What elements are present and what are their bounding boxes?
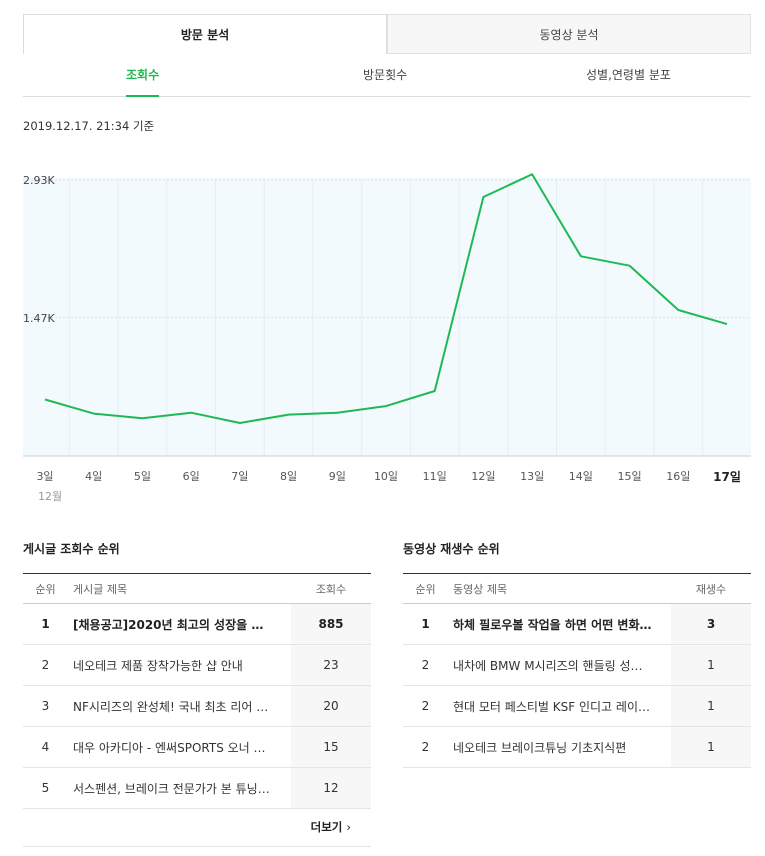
analysis-tabs: 방문 분석 동영상 분석 xyxy=(23,14,751,54)
row-title[interactable]: [채용공고]2020년 최고의 성장을 함께 할 인재를 찾습니다 xyxy=(73,617,291,632)
tab-visit-analysis[interactable]: 방문 분석 xyxy=(23,14,387,54)
row-title[interactable]: 현대 모터 페스티벌 KSF 인디고 레이싱팀 현장 xyxy=(453,699,671,714)
row-value: 1 xyxy=(671,727,751,767)
row-value: 20 xyxy=(291,686,371,726)
table-row[interactable]: 2 네오테크 제품 장착가능한 샵 안내 23 xyxy=(23,645,371,686)
row-title[interactable]: 하체 필로우볼 작업을 하면 어떤 변화가 있을까? xyxy=(453,617,671,632)
x-tick-label: 4일 xyxy=(85,470,103,483)
row-rank: 4 xyxy=(41,740,50,754)
header-rank: 순위 xyxy=(415,582,436,596)
subtab-views[interactable]: 조회수 xyxy=(126,56,160,97)
table-row[interactable]: 4 대우 아카디아 - 엔써SPORTS 오너 인터뷰 15 xyxy=(23,727,371,768)
views-series-line xyxy=(44,173,728,424)
post-ranking-section: 게시글 조회수 순위 순위 게시글 제목 조회수 1 [채용공고]2020년 최고… xyxy=(23,540,371,847)
data-timestamp: 2019.12.17. 21:34 기준 xyxy=(23,119,155,133)
metric-tabs: 조회수 방문횟수 성별,연령별 분포 xyxy=(23,56,751,97)
table-row[interactable]: 2 현대 모터 페스티벌 KSF 인디고 레이싱팀 현장 1 xyxy=(403,686,751,727)
x-tick-label: 13일 xyxy=(520,470,545,483)
x-tick-label: 5일 xyxy=(133,470,151,483)
x-tick-label: 9일 xyxy=(328,470,346,483)
row-rank: 3 xyxy=(41,699,50,713)
row-rank: 1 xyxy=(41,617,50,631)
x-tick-label: 7일 xyxy=(231,470,249,483)
x-tick-label: 12일 xyxy=(471,470,496,483)
video-ranking-title: 동영상 재생수 순위 xyxy=(403,542,500,556)
y-tick-label: 1.47K xyxy=(23,311,55,325)
row-title[interactable]: 대우 아카디아 - 엔써SPORTS 오너 인터뷰 xyxy=(73,740,287,755)
x-tick-label: 3일 xyxy=(36,470,54,483)
subtab-gender-age-distribution[interactable]: 성별,연령별 분포 xyxy=(586,68,671,82)
row-title[interactable]: 네오테크 브레이크튜닝 기초지식편 xyxy=(453,740,627,755)
header-rank: 순위 xyxy=(35,582,56,596)
row-value: 1 xyxy=(671,645,751,685)
row-rank: 2 xyxy=(421,740,430,754)
header-title: 게시글 제목 xyxy=(73,582,128,596)
table-row[interactable]: 1 [채용공고]2020년 최고의 성장을 함께 할 인재를 찾습니다885 xyxy=(23,604,371,645)
row-value: 1 xyxy=(671,686,751,726)
x-axis-month-label: 12월 xyxy=(38,490,63,503)
plot-area xyxy=(23,178,751,456)
more-label: 더보기 xyxy=(310,820,343,834)
video-ranking-table: 순위 동영상 제목 재생수 1 하체 필로우볼 작업을 하면 어떤 변화가 있을까… xyxy=(403,573,751,768)
x-tick-label: 11일 xyxy=(422,470,447,483)
row-value: 885 xyxy=(291,604,371,644)
row-rank: 2 xyxy=(41,658,50,672)
table-row[interactable]: 1 하체 필로우볼 작업을 하면 어떤 변화가 있을까? 3 xyxy=(403,604,751,645)
row-rank: 1 xyxy=(421,617,430,631)
header-plays: 재생수 xyxy=(695,582,727,596)
subtab-visit-count[interactable]: 방문횟수 xyxy=(363,68,408,82)
more-button[interactable]: 더보기 › xyxy=(311,819,351,835)
table-header: 순위 게시글 제목 조회수 xyxy=(23,574,371,604)
row-value: 3 xyxy=(671,604,751,644)
table-header: 순위 동영상 제목 재생수 xyxy=(403,574,751,604)
table-row[interactable]: 2 네오테크 브레이크튜닝 기초지식편 1 xyxy=(403,727,751,768)
x-tick-label: 17일 xyxy=(713,470,741,484)
x-tick-label: 10일 xyxy=(373,470,399,483)
tab-video-analysis[interactable]: 동영상 분석 xyxy=(387,14,751,54)
views-line-chart: 2.93K 1.47K 3일 4일 5일 6일 7일 8일 9일 10일 11일 12일 13일 14… xyxy=(0,160,765,510)
x-tick-label: 16일 xyxy=(666,470,691,483)
x-tick-label: 6일 xyxy=(182,470,200,483)
table-row[interactable]: 3 NF시리즈의 완성체! 국내 최초 리어 서스펜션 출시20 xyxy=(23,686,371,727)
x-tick-label: 14일 xyxy=(568,470,593,483)
video-ranking-section: 동영상 재생수 순위 순위 동영상 제목 재생수 1 하체 필로우볼 작업을 하면… xyxy=(403,540,751,768)
x-tick-label: 8일 xyxy=(280,470,298,483)
row-value: 12 xyxy=(291,768,371,808)
table-row[interactable]: 2 내차에 BMW M시리즈의 핸들링 성능을 더하다 1 xyxy=(403,645,751,686)
post-ranking-title: 게시글 조회수 순위 xyxy=(23,542,120,556)
row-rank: 2 xyxy=(421,658,430,672)
y-tick-label: 2.93K xyxy=(23,174,55,187)
row-title[interactable]: 서스펜션, 브레이크 전문가가 본 튜닝 이야기 xyxy=(73,781,291,796)
row-value: 15 xyxy=(291,727,371,767)
row-rank: 2 xyxy=(421,699,430,713)
x-tick-label: 15일 xyxy=(617,470,642,483)
chart-svg xyxy=(23,173,751,457)
section-divider xyxy=(23,846,371,847)
chevron-right-icon: › xyxy=(346,820,351,834)
table-row[interactable]: 5 서스펜션, 브레이크 전문가가 본 튜닝 이야기 12 xyxy=(23,768,371,809)
row-rank: 5 xyxy=(41,781,50,795)
header-views: 조회수 xyxy=(315,582,347,596)
row-title[interactable]: 네오테크 제품 장착가능한 샵 안내 xyxy=(73,658,243,673)
row-title[interactable]: NF시리즈의 완성체! 국내 최초 리어 서스펜션 출시 xyxy=(73,699,291,714)
row-value: 23 xyxy=(291,645,371,685)
header-title: 동영상 제목 xyxy=(453,582,508,596)
row-title[interactable]: 내차에 BMW M시리즈의 핸들링 성능을 더하다 xyxy=(453,658,671,673)
post-ranking-table: 순위 게시글 제목 조회수 1 [채용공고]2020년 최고의 성장을 함께 할 … xyxy=(23,573,371,809)
